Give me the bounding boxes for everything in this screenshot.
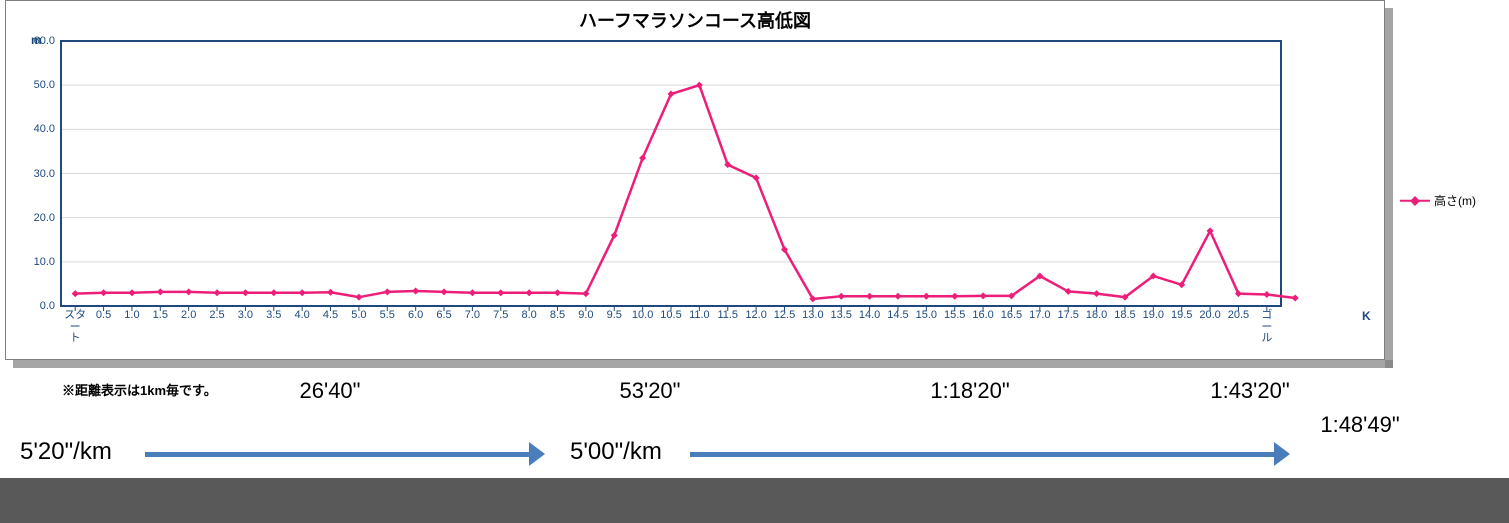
series-marker xyxy=(128,289,135,296)
x-tick-label: 17.0 xyxy=(1029,306,1050,322)
x-tick-label: 19.0 xyxy=(1143,306,1164,322)
x-tick-label: 7.0 xyxy=(465,306,480,322)
x-tick-label: 1.5 xyxy=(153,306,168,322)
x-tick-label: 9.5 xyxy=(607,306,622,322)
time-annotation: 1:18'20" xyxy=(930,378,1009,404)
y-tick-label: 10.0 xyxy=(34,256,55,268)
x-tick-label: 0.5 xyxy=(96,306,111,322)
pace-annotation: 5'00"/km xyxy=(570,438,662,466)
x-axis-unit-label: K xyxy=(1362,309,1371,323)
series-marker xyxy=(951,293,958,300)
time-annotation: 53'20" xyxy=(620,378,681,404)
series-marker xyxy=(100,289,107,296)
series-line xyxy=(75,85,1295,299)
series-marker xyxy=(185,288,192,295)
x-tick-label: 4.0 xyxy=(295,306,310,322)
series-marker xyxy=(554,289,561,296)
x-tick-label: 15.0 xyxy=(916,306,937,322)
series-marker xyxy=(327,289,334,296)
x-tick-label: 16.5 xyxy=(1001,306,1022,322)
x-tick-label: 2.5 xyxy=(209,306,224,322)
series-marker xyxy=(157,288,164,295)
series-marker xyxy=(1263,291,1270,298)
x-tick-label: 1.0 xyxy=(124,306,139,322)
series-marker xyxy=(270,289,277,296)
series-marker xyxy=(838,293,845,300)
x-tick-label: 9.0 xyxy=(578,306,593,322)
series-marker xyxy=(866,293,873,300)
x-tick-label: ゴール xyxy=(1261,306,1272,345)
x-tick-label: 6.0 xyxy=(408,306,423,322)
y-tick-label: 30.0 xyxy=(34,168,55,180)
x-tick-label: 3.5 xyxy=(266,306,281,322)
x-tick-label: 14.5 xyxy=(887,306,908,322)
x-tick-label: 2.0 xyxy=(181,306,196,322)
x-tick-label: 10.0 xyxy=(632,306,653,322)
series-marker xyxy=(214,289,221,296)
plot-svg xyxy=(61,41,1281,306)
x-tick-label: 18.5 xyxy=(1114,306,1135,322)
time-annotation: 26'40" xyxy=(300,378,361,404)
x-tick-label: 13.0 xyxy=(802,306,823,322)
x-tick-label: 14.0 xyxy=(859,306,880,322)
x-tick-label: 16.0 xyxy=(972,306,993,322)
x-tick-label: 13.5 xyxy=(831,306,852,322)
series-marker xyxy=(242,289,249,296)
plot-area: 0.010.020.030.040.050.060.0スタート0.51.01.5… xyxy=(61,41,1281,306)
time-annotation: 1:43'20" xyxy=(1210,378,1289,404)
legend: 高さ(m) xyxy=(1400,192,1476,209)
y-tick-label: 20.0 xyxy=(34,212,55,224)
series-marker xyxy=(696,82,703,89)
series-marker xyxy=(894,293,901,300)
x-tick-label: 20.5 xyxy=(1228,306,1249,322)
series-marker xyxy=(355,294,362,301)
chart-frame: ハーフマラソンコース高低図 m K 0.010.020.030.040.050.… xyxy=(5,0,1385,360)
x-tick-label: 3.0 xyxy=(238,306,253,322)
series-marker xyxy=(384,288,391,295)
series-marker xyxy=(72,290,79,297)
bottom-dark-strip xyxy=(0,478,1509,523)
series-marker xyxy=(980,292,987,299)
series-marker xyxy=(412,287,419,294)
x-tick-label: 7.5 xyxy=(493,306,508,322)
y-tick-label: 50.0 xyxy=(34,79,55,91)
x-tick-label: 12.0 xyxy=(745,306,766,322)
x-tick-label: 4.5 xyxy=(323,306,338,322)
x-tick-label: 15.5 xyxy=(944,306,965,322)
chart-shadow-right xyxy=(1385,8,1393,368)
x-tick-label: 10.5 xyxy=(660,306,681,322)
x-tick-label: 12.5 xyxy=(774,306,795,322)
pace-annotation: 5'20"/km xyxy=(20,438,112,466)
series-marker xyxy=(441,288,448,295)
x-tick-label: 8.0 xyxy=(521,306,536,322)
series-marker xyxy=(923,293,930,300)
series-marker xyxy=(1292,295,1299,302)
series-marker xyxy=(469,289,476,296)
chart-title: ハーフマラソンコース高低図 xyxy=(6,7,1384,33)
x-tick-label: 6.5 xyxy=(436,306,451,322)
x-tick-label: 18.0 xyxy=(1086,306,1107,322)
legend-label: 高さ(m) xyxy=(1434,192,1476,209)
time-annotation: 1:48'49" xyxy=(1320,412,1399,438)
x-tick-label: 19.5 xyxy=(1171,306,1192,322)
y-tick-label: 40.0 xyxy=(34,123,55,135)
series-marker xyxy=(1093,290,1100,297)
series-marker xyxy=(497,289,504,296)
series-marker xyxy=(526,289,533,296)
footnote-text: ※距離表示は1km毎です。 xyxy=(62,380,217,399)
chart-shadow-bottom xyxy=(13,360,1393,368)
series-marker xyxy=(299,289,306,296)
x-tick-label: 20.0 xyxy=(1199,306,1220,322)
x-tick-label: 17.5 xyxy=(1057,306,1078,322)
page: ハーフマラソンコース高低図 m K 0.010.020.030.040.050.… xyxy=(0,0,1509,523)
x-tick-label: 5.5 xyxy=(380,306,395,322)
x-tick-label: 11.0 xyxy=(689,306,710,322)
x-tick-label: 8.5 xyxy=(550,306,565,322)
x-tick-label: スタート xyxy=(64,306,86,345)
x-tick-label: 11.5 xyxy=(717,306,738,322)
y-tick-label: 0.0 xyxy=(40,300,55,312)
y-tick-label: 60.0 xyxy=(34,35,55,47)
x-tick-label: 5.0 xyxy=(351,306,366,322)
